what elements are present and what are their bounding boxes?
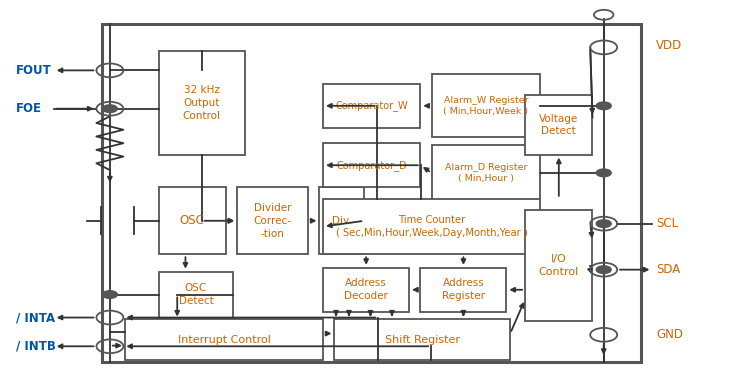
Text: Interrupt Control: Interrupt Control <box>177 335 270 345</box>
Bar <box>102 24 641 362</box>
Bar <box>323 199 540 254</box>
Text: VDD: VDD <box>656 39 683 52</box>
Bar <box>432 145 540 201</box>
Text: Comparator_D: Comparator_D <box>336 160 407 171</box>
Bar <box>432 74 540 137</box>
Bar <box>421 268 506 312</box>
Text: Time Counter
( Sec,Min,Hour,Week,Day,Month,Year ): Time Counter ( Sec,Min,Hour,Week,Day,Mon… <box>336 215 527 238</box>
Text: Comparator_W: Comparator_W <box>336 100 408 111</box>
Bar <box>323 84 421 128</box>
Bar <box>237 187 308 254</box>
Text: I/O
Control: I/O Control <box>538 254 579 277</box>
Bar <box>158 51 245 155</box>
Bar <box>125 320 323 360</box>
Circle shape <box>596 220 611 227</box>
Bar <box>334 320 510 360</box>
Text: SCL: SCL <box>656 217 678 230</box>
Circle shape <box>596 266 611 273</box>
Text: FOE: FOE <box>17 102 42 115</box>
Circle shape <box>102 291 117 298</box>
Text: Div.: Div. <box>332 216 351 226</box>
Text: Divider
Correc-
-tion: Divider Correc- -tion <box>254 203 291 239</box>
Bar <box>319 187 364 254</box>
Bar <box>323 143 421 187</box>
Bar <box>525 95 593 155</box>
Circle shape <box>596 102 611 110</box>
Circle shape <box>596 169 611 177</box>
Text: / INTA: / INTA <box>17 311 56 324</box>
Text: Alarm_D Register
( Min,Hour ): Alarm_D Register ( Min,Hour ) <box>445 163 527 183</box>
Text: Voltage
Detect: Voltage Detect <box>539 113 578 136</box>
Text: Alarm_W Register
( Min,Hour,Week ): Alarm_W Register ( Min,Hour,Week ) <box>443 96 529 116</box>
Text: Shift Register: Shift Register <box>385 335 460 345</box>
Circle shape <box>102 105 117 113</box>
Text: GND: GND <box>656 328 683 341</box>
Text: 32 kHz
Output
Control: 32 kHz Output Control <box>182 85 221 121</box>
Bar <box>323 268 409 312</box>
Text: SDA: SDA <box>656 263 680 276</box>
Text: Address
Register: Address Register <box>442 278 485 301</box>
Text: / INTB: / INTB <box>17 340 56 353</box>
Bar <box>525 210 593 322</box>
Text: OSC
Detect: OSC Detect <box>179 283 213 306</box>
Bar <box>158 272 234 318</box>
Text: FOUT: FOUT <box>17 64 52 77</box>
Text: OSC: OSC <box>179 214 204 227</box>
Bar <box>158 187 226 254</box>
Text: Address
Decoder: Address Decoder <box>344 278 388 301</box>
